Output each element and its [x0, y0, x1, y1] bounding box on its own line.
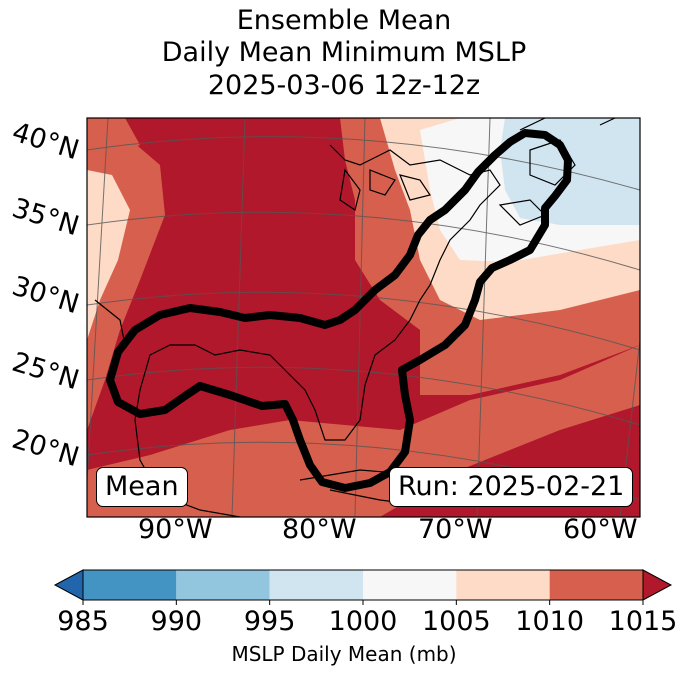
title-line-2: Daily Mean Minimum MSLP — [161, 37, 527, 68]
colorbar-segment — [176, 570, 270, 600]
colorbar-tick-label: 1015 — [608, 606, 678, 637]
lon-label-60w: 60°W — [563, 514, 638, 545]
title-line-1: Ensemble Mean — [236, 5, 452, 36]
colorbar-tick-label: 990 — [150, 606, 203, 637]
colorbar-segment — [549, 570, 643, 600]
colorbar-segment — [363, 570, 457, 600]
colorbar-tick-label: 1010 — [515, 606, 585, 637]
colorbar-tick-label: 985 — [57, 606, 109, 637]
colorbar-segment — [456, 570, 550, 600]
graticule — [87, 118, 640, 517]
colorbar-extend-high — [642, 569, 673, 601]
colorbar-tick-label: 995 — [243, 606, 296, 637]
colorbar-segment — [83, 570, 177, 600]
run-date-box: Run: 2025-02-21 — [389, 467, 634, 507]
contour-outline — [106, 129, 572, 492]
title-line-3: 2025-03-06 12z-12z — [207, 70, 481, 101]
colorbar-label: MSLP Daily Mean (mb) — [231, 642, 457, 666]
colorbar-extend-low — [53, 569, 84, 601]
lon-label-70w: 70°W — [418, 514, 493, 545]
colorbar-tick-label: 1000 — [328, 606, 398, 637]
lon-label-80w: 80°W — [282, 514, 357, 545]
colorbar-segment — [269, 570, 363, 600]
map-frame — [86, 117, 641, 518]
mean-label-box: Mean — [96, 467, 188, 507]
lon-label-90w: 90°W — [138, 514, 213, 545]
field-1010-west-upper — [87, 118, 140, 165]
colorbar-tick-label: 1005 — [421, 606, 491, 637]
